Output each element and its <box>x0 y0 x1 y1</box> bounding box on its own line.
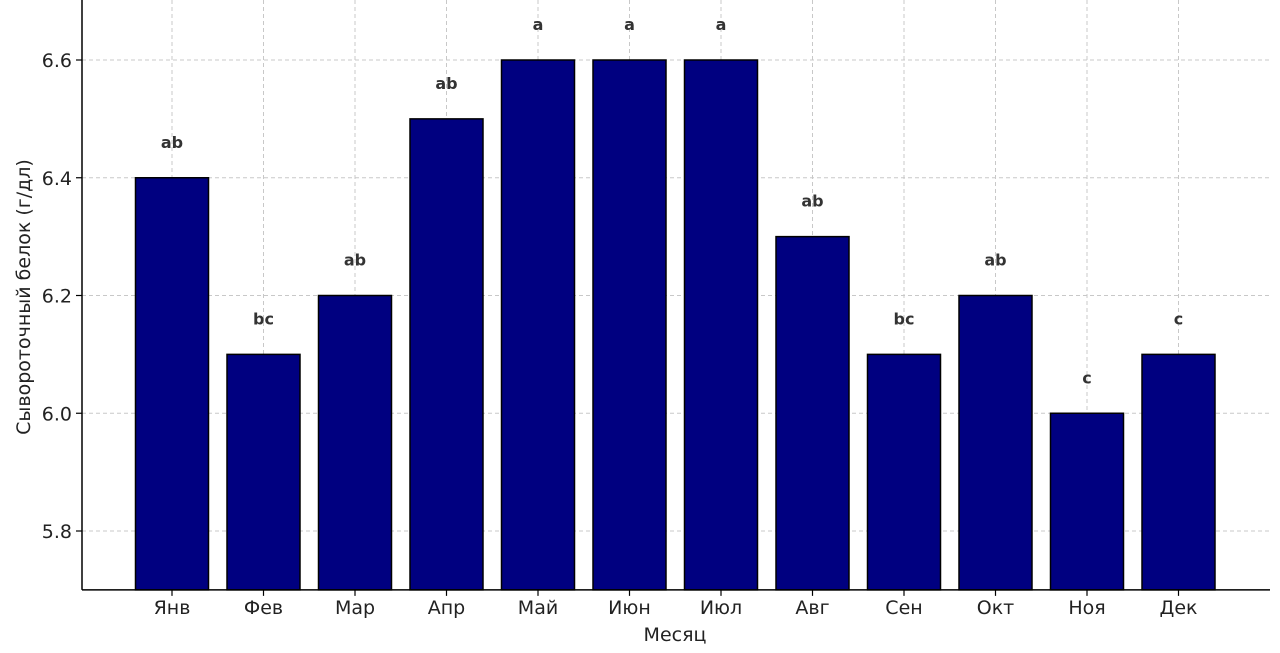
x-tick-labels: Янв Фев Мар Апр Май Июн Июл Авг Сен Окт Ноя Дек <box>154 597 1198 619</box>
bar-data-label: c <box>1174 309 1183 328</box>
x-axis-label: Месяц <box>644 624 707 646</box>
x-tick-label: Ноя <box>1068 597 1105 619</box>
data-labels: ab bc ab ab a a a ab bc ab c c <box>161 15 1183 387</box>
bar-data-label: c <box>1082 368 1091 387</box>
y-tick-label: 6.6 <box>42 50 72 72</box>
bar-4 <box>409 118 484 591</box>
x-tick-label: Апр <box>428 597 465 619</box>
bar-data-label: ab <box>801 192 823 211</box>
axes <box>76 0 1270 596</box>
bar-12 <box>1141 353 1216 591</box>
bar-1 <box>134 177 210 591</box>
bar-data-label: ab <box>435 74 457 93</box>
y-tick-labels: 5.8 6.0 6.2 6.4 6.6 <box>42 50 72 543</box>
bars <box>134 59 1216 591</box>
y-axis-label: Сывороточный белок (г/дл) <box>13 159 35 435</box>
bar-7 <box>683 59 759 591</box>
y-tick-label: 6.2 <box>42 286 72 308</box>
bar-8 <box>775 235 850 591</box>
x-tick-label: Июн <box>608 597 651 619</box>
bar-data-label: ab <box>344 251 366 270</box>
x-tick-label: Июл <box>700 597 742 619</box>
bar-2 <box>226 353 301 591</box>
bar-9 <box>866 353 942 591</box>
x-tick-label: Дек <box>1159 597 1197 619</box>
bar-data-label: a <box>716 15 727 34</box>
y-tick-label: 5.8 <box>42 521 72 543</box>
x-tick-label: Сен <box>885 597 922 619</box>
y-tick-label: 6.0 <box>42 403 72 425</box>
x-tick-label: Мар <box>335 597 375 619</box>
x-tick-label: Фев <box>244 597 283 619</box>
bar-data-label: bc <box>253 309 274 328</box>
bar-3 <box>317 294 393 591</box>
bar-5 <box>500 59 576 591</box>
bar-data-label: ab <box>161 133 183 152</box>
bar-6 <box>592 59 667 591</box>
x-tick-label: Окт <box>977 597 1015 619</box>
bar-data-label: a <box>624 15 635 34</box>
bar-10 <box>958 294 1033 591</box>
bar-data-label: ab <box>984 251 1006 270</box>
y-tick-label: 6.4 <box>42 168 72 190</box>
x-tick-label: Май <box>518 597 558 619</box>
bar-11 <box>1049 412 1125 591</box>
x-tick-label: Авг <box>795 597 829 619</box>
bar-data-label: bc <box>894 309 915 328</box>
bar-data-label: a <box>533 15 544 34</box>
x-tick-label: Янв <box>154 597 191 619</box>
